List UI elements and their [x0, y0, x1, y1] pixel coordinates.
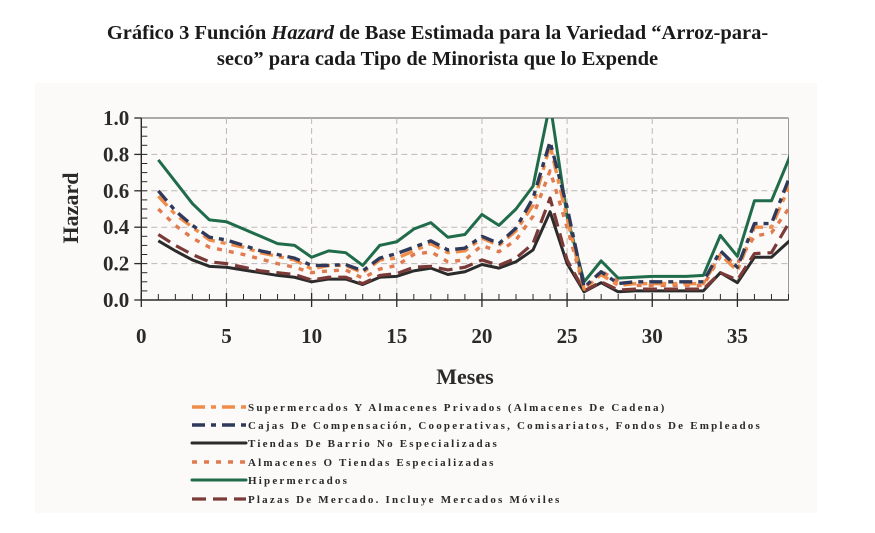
x-tick-label: 15 [386, 324, 407, 348]
y-tick-label: 0.0 [103, 288, 129, 312]
series-line-4 [157, 118, 789, 284]
series-line-0 [157, 143, 789, 291]
y-tick-label: 0.8 [103, 142, 129, 166]
tick-labels: 0.0 0.2 0.4 0.6 0.8 1.0 0 5 10 15 20 25 30 35 [103, 106, 748, 348]
legend-item: Cajas De Compensación, Cooperativas, Com… [192, 420, 762, 432]
series-line-1 [157, 139, 789, 289]
y-tick-label: 0.6 [103, 179, 129, 203]
y-axis-title: Hazard [58, 173, 83, 244]
x-tick-label: 35 [727, 324, 748, 348]
legend-label: Plazas De Mercado. Incluye Mercados Móvi… [248, 494, 562, 506]
series-group [157, 118, 789, 294]
legend-item: Tiendas De Barrio No Especializadas [190, 438, 499, 450]
axes [134, 117, 789, 307]
x-tick-label: 25 [557, 324, 578, 348]
legend-item: Hipermercados [190, 475, 349, 487]
x-tick-label: 0 [136, 324, 147, 348]
series-line-5 [157, 196, 789, 293]
title-italic: Hazard [271, 22, 335, 44]
legend-item: Almacenes O Tiendas Especializadas [192, 457, 496, 469]
title-line-1: Gráfico 3 Función Hazard de Base Estimad… [0, 20, 875, 46]
legend-label: Almacenes O Tiendas Especializadas [248, 457, 496, 469]
y-tick-label: 0.4 [103, 215, 130, 239]
title-line-2: seco” para cada Tipo de Minorista que lo… [216, 48, 659, 70]
series-line-3 [157, 169, 789, 291]
series-line-2 [157, 210, 789, 294]
legend-label: Tiendas De Barrio No Especializadas [248, 438, 499, 450]
title-prefix: Gráfico 3 Función [106, 22, 272, 44]
legend-label: Cajas De Compensación, Cooperativas, Com… [248, 420, 762, 432]
legend-item: Plazas De Mercado. Incluye Mercados Móvi… [192, 494, 562, 506]
legend-label: Hipermercados [248, 475, 349, 487]
title-suffix: de Base Estimada para la Variedad “Arroz… [334, 22, 769, 44]
legend-label: Supermercados Y Almacenes Privados (Alma… [248, 402, 667, 414]
x-tick-label: 10 [301, 324, 322, 348]
legend: Supermercados Y Almacenes Privados (Alma… [190, 402, 762, 506]
legend-item: Supermercados Y Almacenes Privados (Alma… [192, 402, 667, 414]
y-tick-label: 0.2 [103, 252, 129, 276]
x-tick-label: 20 [471, 324, 492, 348]
x-tick-label: 5 [221, 324, 232, 348]
y-tick-label: 1.0 [103, 106, 129, 130]
x-axis-title: Meses [436, 364, 494, 389]
chart-title: Gráfico 3 Función Hazard de Base Estimad… [0, 20, 875, 72]
x-tick-label: 30 [642, 324, 663, 348]
